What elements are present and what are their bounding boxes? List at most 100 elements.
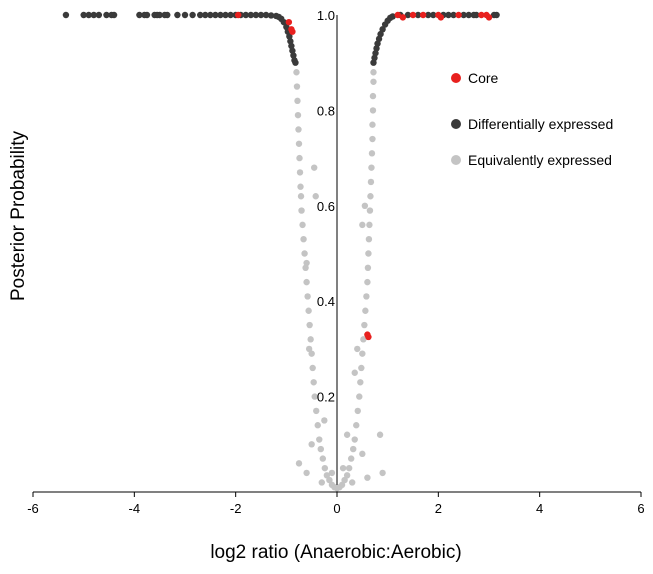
data-point — [369, 107, 377, 114]
x-tick-label: -6 — [27, 501, 39, 516]
data-point — [303, 469, 310, 477]
data-point — [370, 69, 377, 76]
data-point — [372, 49, 379, 57]
data-point — [350, 445, 357, 453]
data-point — [379, 469, 386, 477]
data-point — [357, 379, 364, 386]
data-point — [217, 11, 224, 19]
data-point — [298, 207, 305, 214]
data-point — [262, 11, 270, 19]
data-point — [313, 407, 320, 415]
x-tick-label: -4 — [129, 501, 141, 516]
data-point — [306, 321, 313, 329]
data-point — [379, 26, 386, 33]
data-point — [296, 169, 304, 176]
data-point — [460, 11, 467, 19]
data-point — [293, 69, 300, 76]
y-tick-label: 1.0 — [317, 8, 335, 23]
data-point — [62, 11, 70, 19]
data-point — [303, 278, 310, 286]
legend-marker — [451, 119, 461, 129]
data-point — [222, 11, 229, 19]
axes — [32, 15, 642, 497]
data-point — [95, 11, 103, 19]
data-point — [365, 333, 372, 341]
data-point — [314, 422, 321, 429]
data-point — [366, 207, 374, 214]
legend-label: Equivalently expressed — [468, 152, 612, 168]
data-point — [351, 369, 358, 376]
data-point — [364, 474, 371, 481]
data-point — [242, 11, 249, 19]
data-point — [174, 11, 181, 19]
data-point — [367, 178, 375, 186]
data-point — [85, 11, 92, 19]
data-point — [445, 11, 452, 19]
data-point — [207, 11, 214, 19]
data-point — [308, 350, 315, 357]
data-point — [289, 28, 296, 35]
data-point — [299, 221, 306, 229]
data-point — [455, 11, 462, 19]
x-axis-title: log2 ratio (Anaerobic:Aerobic) — [210, 542, 461, 563]
x-tick-label: 4 — [536, 501, 543, 516]
data-point — [295, 126, 302, 133]
data-point — [343, 431, 351, 438]
data-point — [351, 436, 358, 443]
data-point — [143, 11, 151, 19]
data-point — [294, 111, 302, 119]
y-tick-label: 0.4 — [317, 294, 335, 309]
data-point — [361, 321, 368, 329]
data-point — [293, 83, 301, 90]
legend-marker — [451, 155, 461, 165]
data-point — [310, 379, 317, 386]
data-point — [339, 464, 347, 472]
data-point — [364, 264, 372, 272]
data-point — [367, 193, 374, 200]
data-point — [359, 450, 366, 458]
data-point — [365, 235, 373, 243]
data-point — [409, 11, 417, 19]
data-point — [437, 14, 445, 21]
data-point — [366, 221, 373, 229]
data-point — [465, 11, 472, 19]
data-point — [252, 11, 260, 19]
data-point — [321, 464, 329, 472]
data-point — [164, 11, 171, 19]
data-point — [371, 54, 378, 62]
y-tick-label: 0.8 — [317, 103, 335, 118]
x-tick-label: 0 — [333, 501, 340, 516]
data-point — [394, 11, 401, 19]
data-point — [361, 202, 369, 209]
data-point — [354, 407, 361, 415]
data-point — [302, 264, 309, 272]
data-point — [369, 135, 376, 143]
data-point — [485, 14, 493, 21]
data-point — [267, 12, 275, 19]
data-point — [319, 455, 327, 462]
data-point — [363, 293, 370, 300]
data-point — [376, 431, 384, 438]
data-point — [359, 221, 366, 229]
data-point — [300, 235, 307, 243]
x-tick-label: 2 — [435, 501, 442, 516]
data-point — [296, 154, 303, 162]
data-point — [257, 11, 265, 19]
data-point — [370, 78, 377, 85]
data-point — [493, 11, 500, 19]
data-point — [349, 479, 356, 486]
data-point — [308, 441, 315, 448]
data-point — [189, 11, 196, 19]
data-point — [292, 59, 299, 66]
data-point — [289, 47, 296, 54]
data-point — [370, 59, 377, 66]
data-point — [90, 11, 98, 19]
data-point — [353, 422, 360, 429]
data-point — [430, 11, 437, 19]
data-point — [294, 97, 301, 105]
data-point — [356, 393, 363, 400]
data-point — [365, 250, 372, 257]
data-point — [280, 18, 287, 26]
data-point — [181, 11, 189, 19]
data-point — [295, 140, 303, 147]
